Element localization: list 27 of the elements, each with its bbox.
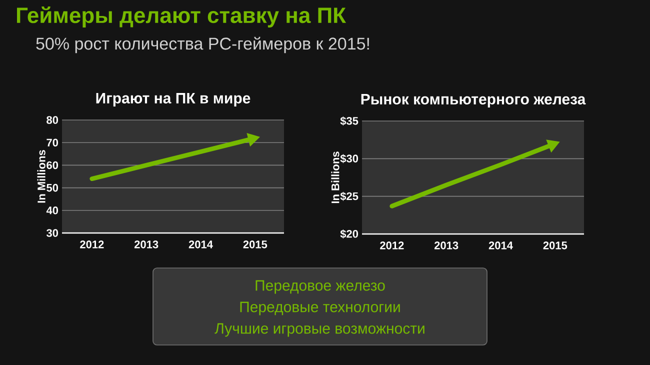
y-tick-label: $35 [340, 116, 358, 126]
x-tick-label: 2015 [243, 240, 268, 248]
y-tick-label: 40 [46, 206, 58, 214]
y-tick-label: $30 [340, 154, 358, 164]
x-tick-label: 2013 [134, 240, 158, 248]
text: Лучшие игровые возможности [214, 323, 424, 337]
y-tick-label: 80 [46, 116, 58, 124]
y-tick-label: $20 [340, 230, 358, 238]
y-tick-label: 70 [46, 138, 58, 146]
y-tick-label: $25 [340, 192, 358, 201]
chart-title: Играют на ПК в мире [96, 93, 250, 106]
x-tick-label: 2014 [488, 242, 513, 250]
x-tick-label: 2012 [380, 242, 404, 250]
y-axis-title: In Millions [37, 150, 46, 203]
x-tick-label: 2015 [543, 242, 568, 250]
text: Геймеры делают ставку на ПК [17, 6, 346, 28]
y-tick-label: 30 [46, 229, 58, 237]
y-tick-label: 50 [46, 184, 58, 192]
x-tick-label: 2012 [80, 240, 104, 248]
text: Передовые технологии [240, 302, 400, 316]
text: 50% рост количества PC-геймеров к 2015! [36, 36, 369, 54]
x-tick-label: 2014 [188, 240, 213, 248]
text: Передовое железо [256, 280, 385, 294]
y-tick-label: 60 [46, 161, 58, 170]
y-axis-title: In Billions [331, 152, 340, 204]
chart-title: Рынок компьютерного железа [361, 94, 586, 108]
x-tick-label: 2013 [434, 242, 458, 250]
